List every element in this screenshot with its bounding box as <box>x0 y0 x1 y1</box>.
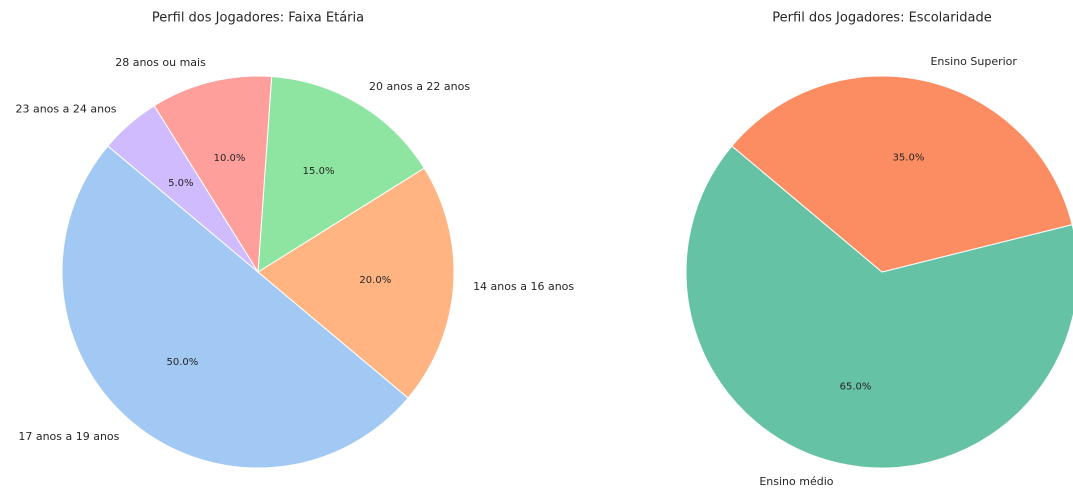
pie-slice <box>153 75 273 274</box>
value-label: 65.0% <box>840 382 872 393</box>
chart-title: Perfil dos Jogadores: Escolaridade <box>772 11 991 26</box>
slice-label: 17 anos a 19 anos <box>18 430 119 443</box>
slice-label: 28 anos ou mais <box>115 56 206 69</box>
pie-slice <box>257 167 455 399</box>
slice-label: 14 anos a 16 anos <box>473 280 574 293</box>
slice-label: Ensino médio <box>759 475 833 488</box>
slice-label: Ensino Superior <box>930 55 1017 68</box>
chart-title: Perfil dos Jogadores: Faixa Etária <box>152 11 364 26</box>
pie-slice <box>257 75 425 273</box>
pie-slice <box>107 105 259 273</box>
value-label: 20.0% <box>359 275 391 286</box>
value-label: 35.0% <box>893 152 925 163</box>
value-label: 50.0% <box>167 357 199 368</box>
pie-slice <box>685 145 1073 469</box>
pie-slice <box>731 75 1073 273</box>
pie-slice <box>61 145 409 469</box>
value-label: 15.0% <box>303 166 335 177</box>
value-label: 10.0% <box>214 153 246 164</box>
value-label: 5.0% <box>168 178 193 189</box>
slice-label: 20 anos a 22 anos <box>369 80 470 93</box>
slice-label: 23 anos a 24 anos <box>15 102 116 115</box>
